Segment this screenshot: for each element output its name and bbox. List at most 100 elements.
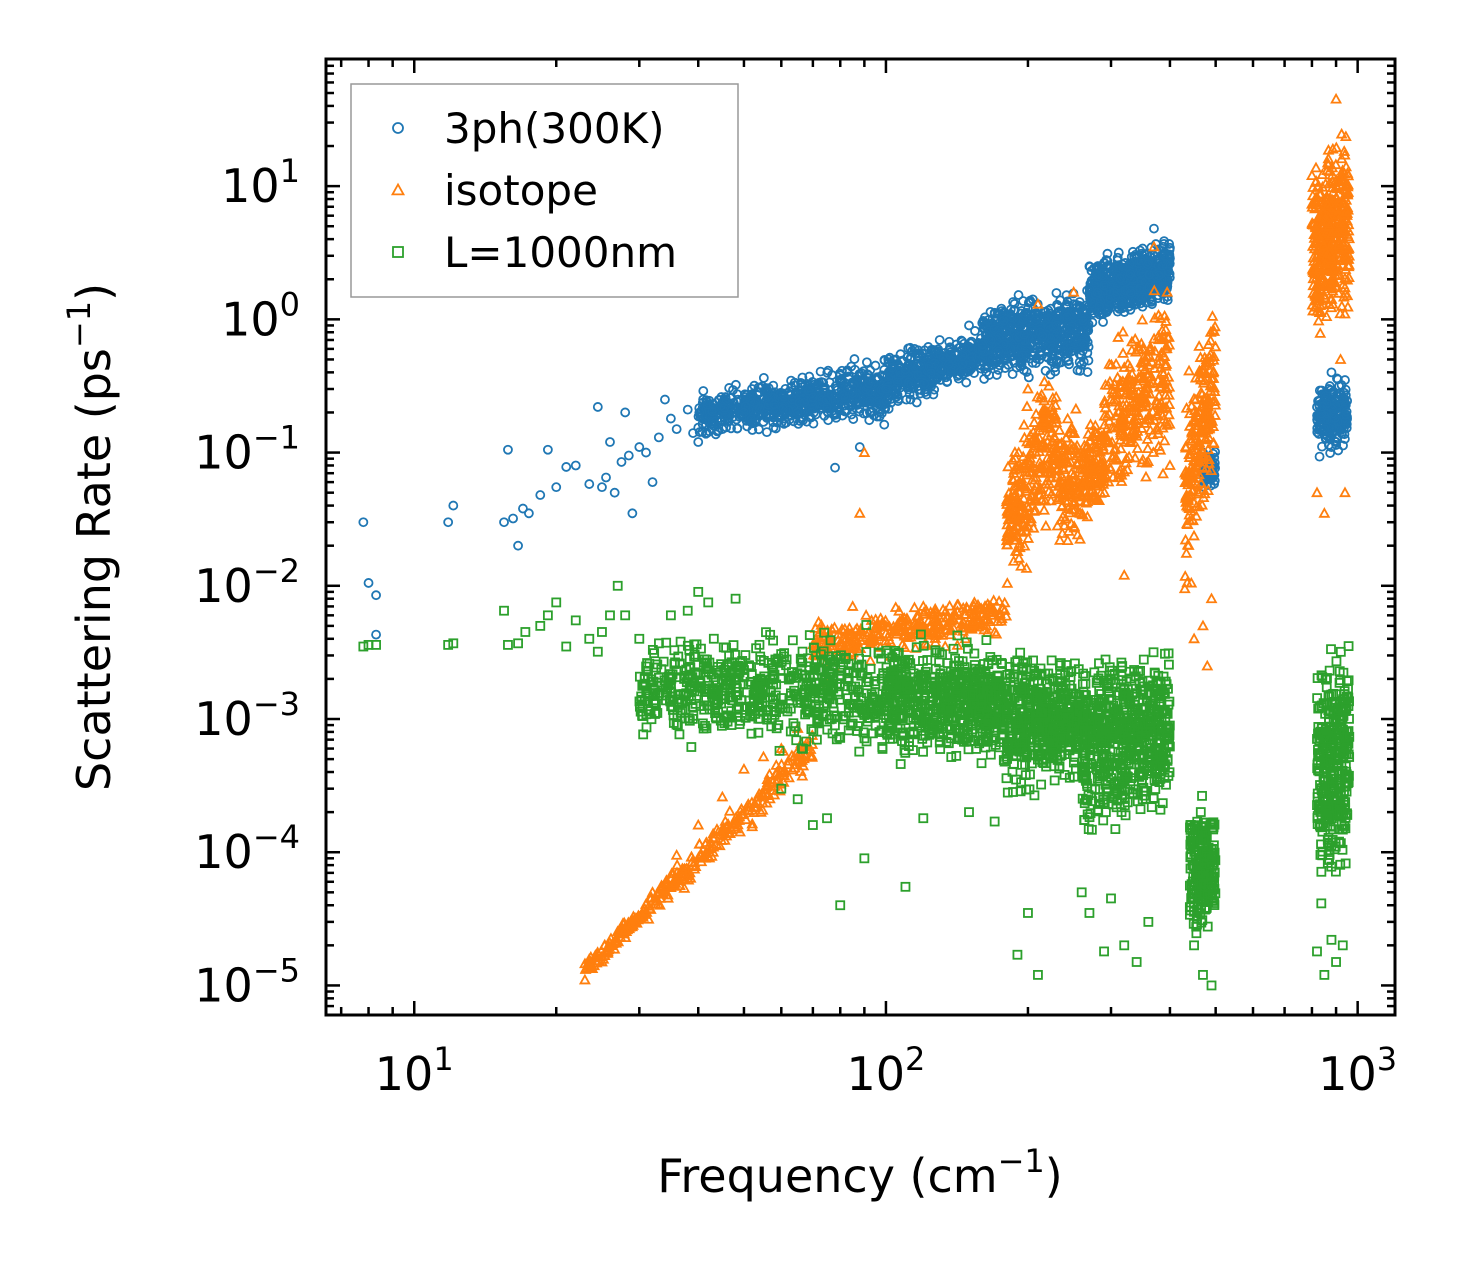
data-point [1321, 414, 1332, 425]
data-point [641, 447, 651, 458]
data-point [754, 403, 765, 414]
data-point [1314, 425, 1324, 435]
data-point [1117, 303, 1128, 314]
data-point [1037, 331, 1048, 341]
data-point [601, 472, 611, 483]
data-point [945, 347, 956, 358]
data-point [1165, 253, 1175, 264]
data-point [863, 378, 874, 389]
data-point [763, 399, 774, 410]
data-point [609, 487, 620, 498]
data-point [1001, 327, 1012, 338]
data-point [740, 813, 752, 825]
data-point [989, 324, 1000, 335]
data-point [1071, 309, 1082, 319]
data-point [945, 624, 958, 636]
data-point [443, 517, 454, 528]
data-point [847, 388, 858, 399]
data-point [661, 888, 674, 900]
data-point [704, 842, 717, 854]
data-point [1159, 236, 1170, 246]
data-point [796, 769, 809, 781]
data-point [831, 409, 842, 419]
data-point [1095, 296, 1106, 307]
data-point [854, 406, 865, 417]
data-point [660, 876, 673, 888]
data-point [620, 407, 631, 418]
data-point [777, 766, 790, 778]
data-point [928, 389, 939, 400]
data-point [747, 384, 757, 394]
data-point [702, 428, 712, 438]
data-point [1125, 268, 1136, 279]
data-point [1094, 301, 1105, 312]
data-point [1340, 390, 1351, 401]
data-point [909, 343, 920, 354]
data-point [741, 389, 752, 400]
data-point [892, 382, 903, 392]
data-point [1115, 273, 1126, 284]
data-point [1326, 367, 1337, 378]
data-point [682, 404, 693, 415]
data-point [1006, 312, 1017, 323]
data-point [1312, 402, 1322, 412]
data-point [905, 359, 916, 370]
data-point [957, 336, 968, 347]
data-point [933, 344, 944, 355]
data-point [770, 423, 781, 434]
data-point [778, 403, 788, 414]
data-point [1050, 366, 1061, 377]
data-point [886, 362, 897, 373]
data-point [787, 750, 800, 762]
data-point [988, 320, 998, 330]
data-point [1019, 329, 1030, 340]
data-point [740, 800, 753, 812]
data-point [717, 424, 728, 435]
data-point [765, 410, 775, 421]
data-point [714, 415, 725, 426]
data-point [1035, 349, 1045, 360]
data-point [879, 634, 892, 646]
data-point [1030, 315, 1041, 326]
data-point [993, 606, 1006, 618]
data-point [682, 873, 695, 885]
data-point [699, 851, 712, 863]
data-point [1090, 289, 1101, 300]
data-point [1048, 357, 1059, 368]
data-point [1092, 287, 1103, 298]
data-point [769, 399, 780, 410]
data-point [918, 352, 929, 363]
data-point [1092, 307, 1103, 317]
data-point [906, 378, 917, 389]
data-point [642, 912, 655, 924]
data-point [1331, 423, 1342, 433]
data-point [627, 508, 638, 519]
data-point [869, 613, 882, 624]
data-point [823, 415, 834, 426]
data-point [1033, 338, 1044, 348]
data-point [891, 354, 901, 365]
data-point [889, 601, 902, 612]
data-point [1322, 408, 1332, 419]
data-point [908, 601, 921, 613]
data-point [1158, 281, 1169, 291]
data-point [1130, 249, 1141, 260]
data-point [1078, 356, 1089, 367]
data-point [1023, 303, 1033, 314]
data-point [729, 816, 742, 827]
data-point [883, 403, 894, 414]
data-point [1314, 451, 1325, 462]
data-point [1136, 256, 1147, 266]
data-point [685, 850, 698, 862]
data-point [1021, 367, 1032, 377]
data-point [623, 450, 634, 461]
data-point [996, 303, 1007, 314]
data-point [660, 394, 670, 405]
data-point [1149, 223, 1159, 234]
data-point [1018, 314, 1029, 325]
data-point [998, 339, 1009, 349]
data-point [783, 405, 794, 416]
data-point [980, 329, 991, 340]
data-point [865, 396, 876, 406]
